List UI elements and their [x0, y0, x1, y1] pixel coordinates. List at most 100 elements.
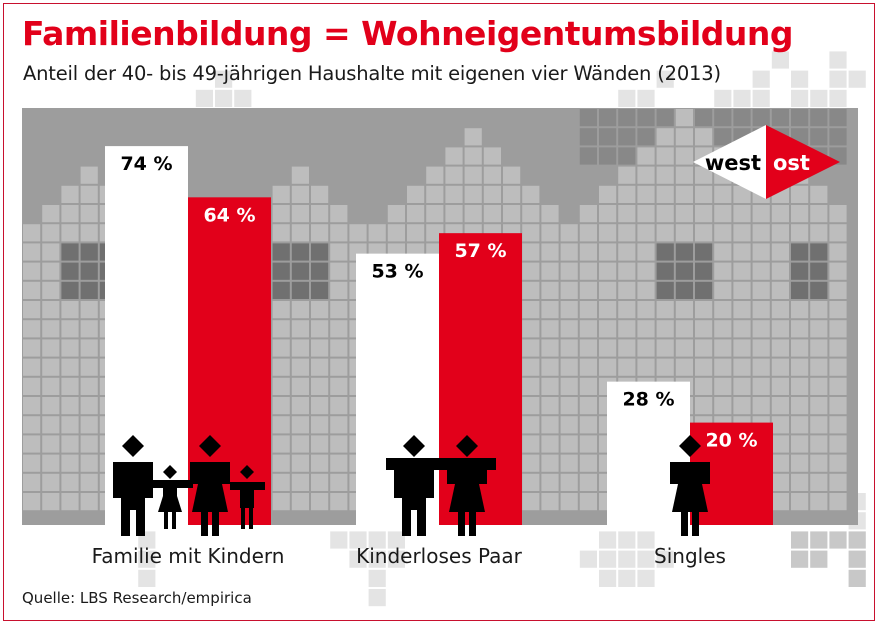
background-tile: [80, 454, 98, 472]
background-tile: [829, 377, 847, 395]
background-tile: [637, 147, 655, 165]
background-tile-light: [368, 589, 386, 607]
background-tile: [80, 435, 98, 453]
background-tile: [330, 454, 348, 472]
background-tile-light: [829, 51, 847, 69]
background-tile: [61, 416, 79, 434]
legend-west-swatch: [693, 125, 766, 199]
girl-figure-icon: [158, 465, 182, 529]
background-tile: [733, 320, 751, 338]
background-tile: [829, 224, 847, 242]
background-tile: [291, 185, 309, 203]
background-tile: [695, 166, 713, 184]
background-tile: [522, 435, 540, 453]
background-tile: [829, 435, 847, 453]
background-tile: [23, 377, 41, 395]
figures-group: [113, 435, 710, 536]
background-tile-light: [656, 550, 674, 568]
background-tile: [618, 185, 636, 203]
background-tile: [42, 243, 60, 261]
background-tile-light: [791, 70, 809, 88]
background-tile: [272, 454, 290, 472]
background-tile: [560, 224, 578, 242]
head: [679, 435, 701, 457]
background-tile: [272, 493, 290, 511]
background-tile: [42, 320, 60, 338]
background-tile-light: [579, 550, 597, 568]
background-tile-light: [637, 89, 655, 107]
background-tile: [560, 435, 578, 453]
background-tile: [695, 377, 713, 395]
torso: [394, 462, 434, 498]
background-tile: [791, 473, 809, 491]
category-label-0: Familie mit Kindern: [92, 544, 285, 568]
background-tile: [656, 205, 674, 223]
head: [122, 435, 144, 457]
background-tile: [23, 339, 41, 357]
background-tile: [771, 109, 789, 127]
background-tile: [637, 262, 655, 280]
hip: [121, 498, 145, 510]
legend-ost-swatch: [766, 125, 840, 199]
background-tile: [272, 435, 290, 453]
background-tile: [791, 109, 809, 127]
background-tile: [829, 416, 847, 434]
background-tile: [80, 301, 98, 319]
background-tile: [541, 493, 559, 511]
background-tile: [695, 339, 713, 357]
background-tile-light: [771, 51, 789, 69]
background-tile: [291, 377, 309, 395]
background-tile: [522, 473, 540, 491]
background-tile: [272, 416, 290, 434]
background-tile: [61, 281, 79, 299]
background-tile: [733, 243, 751, 261]
background-tile: [464, 128, 482, 146]
background-tile: [771, 301, 789, 319]
woman-figure-icon: [670, 435, 710, 536]
background-tile: [810, 397, 828, 415]
background-tile: [560, 320, 578, 338]
background-tile: [771, 243, 789, 261]
background-tile: [733, 185, 751, 203]
background-tile: [733, 205, 751, 223]
background-tile: [675, 320, 693, 338]
background-tile: [272, 281, 290, 299]
background-tile: [80, 473, 98, 491]
background-tile: [61, 377, 79, 395]
leg-right: [249, 508, 253, 529]
background-tile: [599, 358, 617, 376]
background-tile-light: [195, 89, 213, 107]
background-tile: [522, 205, 540, 223]
background-tile: [23, 301, 41, 319]
background-tile: [733, 339, 751, 357]
background-tile: [560, 262, 578, 280]
background-tile: [272, 377, 290, 395]
background-tile: [752, 205, 770, 223]
background-tile: [272, 262, 290, 280]
background-tile: [23, 262, 41, 280]
background-tile: [61, 301, 79, 319]
background-tile: [272, 339, 290, 357]
background-tile: [810, 454, 828, 472]
background-tile: [791, 185, 809, 203]
legend: west ost: [693, 125, 840, 199]
background-tile: [810, 128, 828, 146]
background-tile: [714, 243, 732, 261]
background-tile: [618, 243, 636, 261]
background-tile: [503, 166, 521, 184]
background-tile: [656, 320, 674, 338]
background-tile: [791, 320, 809, 338]
background-tile-light: [618, 531, 636, 549]
background-tile: [810, 301, 828, 319]
background-tile: [426, 205, 444, 223]
background-tile: [752, 109, 770, 127]
background-tile: [483, 185, 501, 203]
background-tile: [771, 320, 789, 338]
background-tile-light: [810, 89, 828, 107]
background-tile: [675, 109, 693, 127]
background-tile: [61, 185, 79, 203]
leg-right: [172, 512, 176, 529]
background-tile: [618, 358, 636, 376]
background-tile: [522, 224, 540, 242]
